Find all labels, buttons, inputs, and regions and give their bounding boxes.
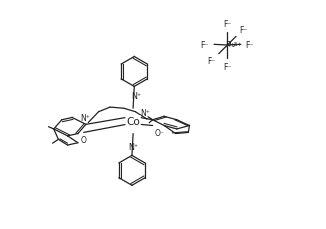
Text: N⁺: N⁺: [81, 113, 90, 122]
Text: F⁻: F⁻: [239, 26, 247, 35]
Text: O⁻: O⁻: [155, 129, 164, 138]
Text: P: P: [225, 41, 230, 50]
Text: Co: Co: [126, 116, 140, 126]
Text: O: O: [81, 136, 87, 144]
Text: N⁺: N⁺: [140, 109, 150, 118]
Text: 5+: 5+: [234, 41, 243, 46]
Text: F⁻: F⁻: [223, 20, 231, 29]
Text: N⁺: N⁺: [129, 143, 139, 152]
Text: F⁻: F⁻: [223, 63, 231, 71]
Text: N⁺: N⁺: [131, 91, 141, 100]
Text: F⁻: F⁻: [200, 41, 209, 50]
Text: F⁻: F⁻: [245, 41, 253, 50]
Text: H₂: H₂: [229, 43, 236, 48]
Text: F⁻: F⁻: [208, 56, 216, 65]
